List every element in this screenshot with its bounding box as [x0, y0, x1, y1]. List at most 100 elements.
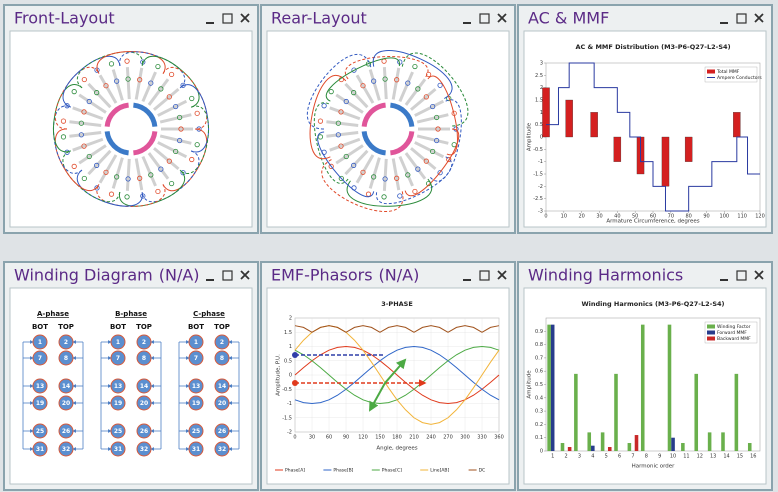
y-tick-label: 1 [289, 344, 292, 350]
y-tick-label: 0.5 [535, 382, 543, 388]
x-tick-label: 4 [591, 454, 594, 460]
x-tick-label: 90 [343, 435, 349, 441]
y-tick-label: 3 [540, 61, 543, 67]
x-tick-label: 10 [561, 214, 567, 220]
legend-label: Phase[A] [285, 468, 305, 474]
window-title: AC & MMF [528, 9, 609, 28]
bar [681, 443, 685, 451]
legend-label: Phase[C] [382, 468, 402, 474]
x-tick-label: 1 [551, 454, 554, 460]
window: EMF-Phasors(N/A)3-PHASE-2-1.5-1-0.500.51… [261, 262, 515, 490]
legend-label: DC [479, 468, 486, 474]
x-tick-label: 150 [375, 435, 385, 441]
y-axis-label: Amplitude [527, 370, 533, 399]
x-tick-label: 5 [605, 454, 608, 460]
slot-number: 32 [140, 446, 148, 453]
column-header: BOT [32, 323, 48, 331]
bar [635, 435, 639, 451]
slot-number: 8 [142, 355, 146, 362]
bar [561, 443, 565, 451]
column-header: TOP [214, 323, 230, 331]
legend-label: Phase[B] [333, 468, 353, 474]
bar [685, 137, 692, 162]
legend-swatch [707, 331, 715, 335]
bar [614, 374, 618, 451]
slot-number: 7 [38, 355, 42, 362]
x-tick-label: 0 [544, 214, 547, 220]
slot-number: 14 [140, 383, 148, 390]
slot-number: 19 [192, 400, 200, 407]
x-tick-label: 30 [309, 435, 315, 441]
slot-number: 19 [114, 400, 122, 407]
slot-number: 26 [62, 428, 70, 435]
legend-label: Backward MMF [717, 336, 751, 342]
bar [641, 325, 645, 451]
slot-number: 8 [64, 355, 68, 362]
x-tick-label: 300 [460, 435, 470, 441]
y-tick-label: -2 [287, 430, 292, 436]
slot-number: 13 [192, 383, 200, 390]
window: Front-Layout [4, 5, 258, 233]
x-tick-label: 180 [392, 435, 402, 441]
legend-label: Winding Factor [717, 324, 751, 330]
column-header: TOP [58, 323, 74, 331]
slot-number: 13 [114, 383, 122, 390]
x-tick-label: 13 [710, 454, 716, 460]
window-title: Rear-Layout [271, 9, 367, 28]
slot-number: 1 [38, 339, 42, 346]
x-tick-label: 14 [723, 454, 729, 460]
slot-number: 20 [140, 400, 148, 407]
bar [748, 443, 752, 451]
slot-number: 13 [36, 383, 44, 390]
legend-swatch [707, 337, 715, 341]
x-tick-label: 360 [494, 435, 504, 441]
y-tick-label: 0.9 [535, 329, 543, 335]
slot-number: 26 [218, 428, 226, 435]
slot-number: 26 [140, 428, 148, 435]
bar [733, 112, 740, 137]
x-tick-label: 12 [697, 454, 703, 460]
legend-label: Ampere Conductors [717, 75, 762, 81]
y-tick-label: 0.5 [535, 122, 543, 128]
slot-number: 31 [192, 446, 200, 453]
y-tick-label: 2 [289, 316, 292, 322]
slot [127, 159, 129, 191]
bar [574, 374, 578, 451]
x-tick-label: 210 [409, 435, 419, 441]
bar [608, 447, 612, 451]
column-header: BOT [110, 323, 126, 331]
x-tick-label: 6 [618, 454, 621, 460]
slot-number: 20 [218, 400, 226, 407]
x-tick-label: 9 [658, 454, 661, 460]
y-tick-label: -2.5 [533, 196, 543, 202]
column-header: TOP [136, 323, 152, 331]
y-tick-label: -1.5 [282, 415, 292, 421]
y-tick-label: 2.5 [535, 73, 543, 79]
page: Front-Layout Rear-Layout AC & MMF AC & MMF … [0, 0, 778, 492]
bar [614, 137, 621, 162]
bar [591, 446, 595, 451]
bar [568, 447, 572, 451]
window-title-note: (N/A) [379, 266, 420, 285]
x-tick-label: 60 [326, 435, 332, 441]
y-tick-label: 0.7 [535, 355, 543, 361]
slot-number: 2 [220, 339, 224, 346]
slot-number: 7 [116, 355, 120, 362]
y-tick-label: 1.5 [535, 98, 543, 104]
x-tick-label: 30 [596, 214, 602, 220]
legend-label: Total MMF [716, 69, 740, 75]
window-title: Winding Diagram [14, 266, 153, 285]
bar [662, 137, 669, 186]
slot-number: 14 [62, 383, 70, 390]
x-tick-label: 100 [720, 214, 730, 220]
slot-number: 25 [36, 428, 44, 435]
window-title: EMF-Phasors [271, 266, 373, 285]
slot [384, 67, 386, 99]
chart-title: AC & MMF Distribution (M3-P6-Q27-L2-S4) [575, 43, 730, 51]
bar [694, 374, 698, 451]
bar [542, 88, 549, 137]
chart-title: 3-PHASE [381, 300, 413, 308]
slot-number: 8 [220, 355, 224, 362]
x-tick-label: 270 [443, 435, 453, 441]
